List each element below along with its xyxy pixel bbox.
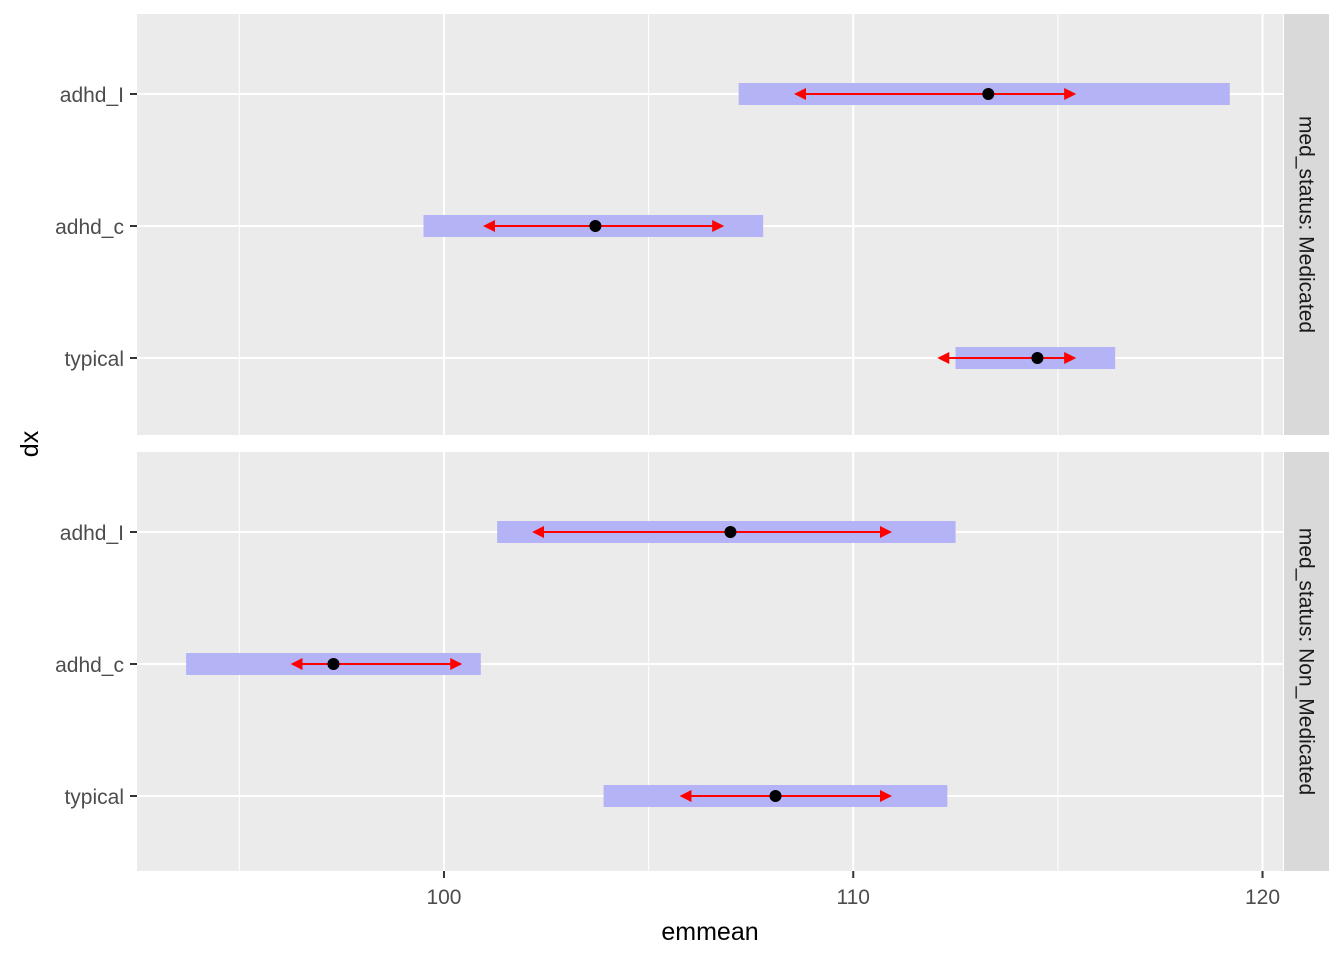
y-tick-label: adhd_I [60, 522, 124, 545]
x-tick-label: 120 [1245, 886, 1280, 909]
x-axis-title: emmean [661, 918, 758, 946]
emmean-point [589, 220, 602, 232]
x-tick-label: 100 [426, 886, 461, 909]
emmean-point [327, 658, 340, 670]
emmean-point [982, 88, 995, 100]
y-axis-title: dx [16, 430, 44, 457]
y-tick-label: typical [64, 786, 124, 809]
x-tick-label: 110 [837, 886, 870, 909]
y-tick-label: typical [64, 348, 124, 371]
emmean-point [769, 790, 782, 802]
y-tick-label: adhd_c [55, 654, 124, 677]
y-tick-label: adhd_I [60, 84, 124, 107]
emmean-point [724, 526, 737, 538]
facet-strip [1284, 452, 1329, 871]
emmean-point [1031, 352, 1044, 364]
x-axis: 100 110 120 [426, 871, 1280, 909]
y-tick-label: adhd_c [55, 216, 124, 239]
facet-strip-label: med_status: Medicated [1295, 116, 1318, 333]
facet-strip-label: med_status: Non_Medicated [1295, 528, 1318, 795]
facet-strip [1284, 14, 1329, 435]
